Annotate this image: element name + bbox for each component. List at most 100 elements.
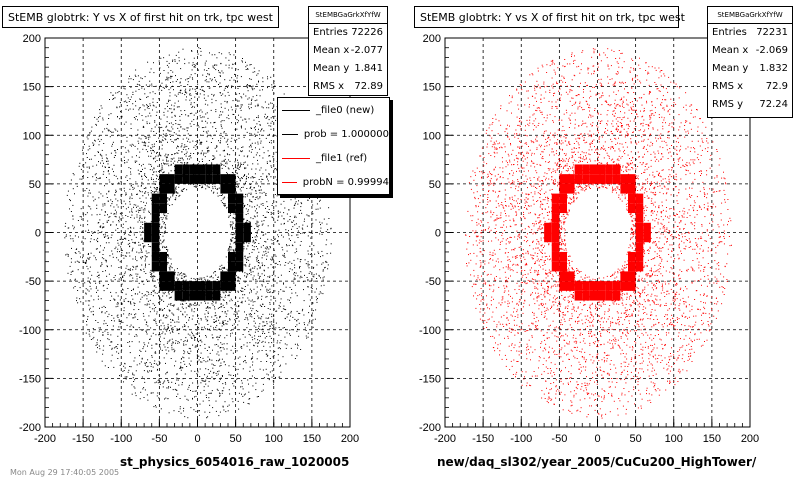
data-point xyxy=(181,114,183,115)
data-point xyxy=(284,253,285,255)
data-point xyxy=(278,194,280,196)
data-point xyxy=(162,383,164,385)
data-point xyxy=(224,137,226,139)
data-point xyxy=(224,95,226,97)
data-point xyxy=(178,333,180,335)
data-point xyxy=(265,137,267,139)
data-point xyxy=(249,342,251,344)
data-point xyxy=(198,332,200,334)
data-point xyxy=(236,81,238,83)
data-point xyxy=(209,329,211,331)
data-point xyxy=(222,320,224,322)
data-point xyxy=(211,303,213,305)
data-point xyxy=(165,126,167,128)
data-point xyxy=(249,315,251,317)
data-point xyxy=(88,192,90,194)
data-point xyxy=(187,162,189,164)
data-point xyxy=(140,221,142,223)
data-point xyxy=(281,246,283,248)
data-point xyxy=(169,339,171,341)
data-point xyxy=(111,145,113,147)
data-point xyxy=(234,249,236,251)
data-point xyxy=(302,308,304,310)
data-point xyxy=(299,266,301,267)
data-point xyxy=(140,361,142,363)
data-point xyxy=(138,341,140,343)
data-point xyxy=(178,183,180,185)
data-point xyxy=(185,302,187,304)
data-point xyxy=(86,259,87,261)
data-point xyxy=(260,289,262,291)
data-point xyxy=(160,308,162,310)
data-point xyxy=(229,318,231,320)
data-point xyxy=(319,291,321,293)
data-point xyxy=(76,297,78,299)
data-point xyxy=(168,66,170,68)
data-point xyxy=(145,350,147,352)
data-point xyxy=(101,107,103,109)
data-point xyxy=(102,205,104,207)
data-point xyxy=(140,238,142,240)
data-point xyxy=(113,213,115,214)
data-point xyxy=(212,159,214,160)
data-point xyxy=(189,88,191,90)
data-point xyxy=(249,205,251,207)
data-point xyxy=(167,163,169,165)
data-point xyxy=(153,151,155,153)
data-point xyxy=(130,128,132,129)
data-point xyxy=(106,127,108,129)
data-point xyxy=(131,135,133,137)
data-point xyxy=(170,164,172,166)
data-point xyxy=(160,118,162,120)
data-point xyxy=(295,292,297,294)
data-point xyxy=(200,143,202,145)
data-point xyxy=(170,158,172,160)
data-point xyxy=(174,274,176,276)
data-point xyxy=(268,248,270,250)
data-point xyxy=(296,320,298,322)
data-point xyxy=(85,230,87,232)
data-point xyxy=(208,74,210,76)
data-point xyxy=(128,151,130,153)
data-point xyxy=(190,183,192,185)
data-point xyxy=(146,202,147,204)
data-point xyxy=(246,342,248,344)
data-point xyxy=(243,175,245,177)
data-point xyxy=(144,217,145,219)
data-point xyxy=(269,291,271,293)
data-point xyxy=(77,302,79,304)
data-point xyxy=(133,317,135,319)
data-point xyxy=(240,109,242,111)
data-point xyxy=(190,364,191,366)
data-point xyxy=(203,386,205,388)
data-point xyxy=(239,180,241,182)
data-point xyxy=(169,99,171,101)
data-point xyxy=(212,155,214,157)
data-point xyxy=(199,143,201,145)
data-point xyxy=(98,274,99,276)
data-point xyxy=(188,386,190,388)
data-point xyxy=(207,307,209,309)
data-point xyxy=(267,206,269,207)
data-point xyxy=(146,321,148,323)
data-point xyxy=(194,390,196,392)
data-point xyxy=(197,159,199,161)
data-point xyxy=(100,265,102,267)
data-point xyxy=(121,193,123,195)
data-point xyxy=(272,106,274,108)
data-point xyxy=(144,207,146,209)
data-point xyxy=(125,298,127,300)
data-point xyxy=(224,158,226,160)
data-point xyxy=(155,343,157,345)
data-point xyxy=(312,204,314,206)
data-point xyxy=(207,311,209,313)
data-point xyxy=(166,314,167,316)
data-point xyxy=(256,215,258,217)
data-point xyxy=(176,374,178,376)
data-point xyxy=(167,129,169,131)
data-point xyxy=(92,310,94,312)
data-point xyxy=(155,405,156,407)
data-point xyxy=(296,324,298,326)
data-point xyxy=(159,214,160,216)
data-point xyxy=(125,193,127,195)
